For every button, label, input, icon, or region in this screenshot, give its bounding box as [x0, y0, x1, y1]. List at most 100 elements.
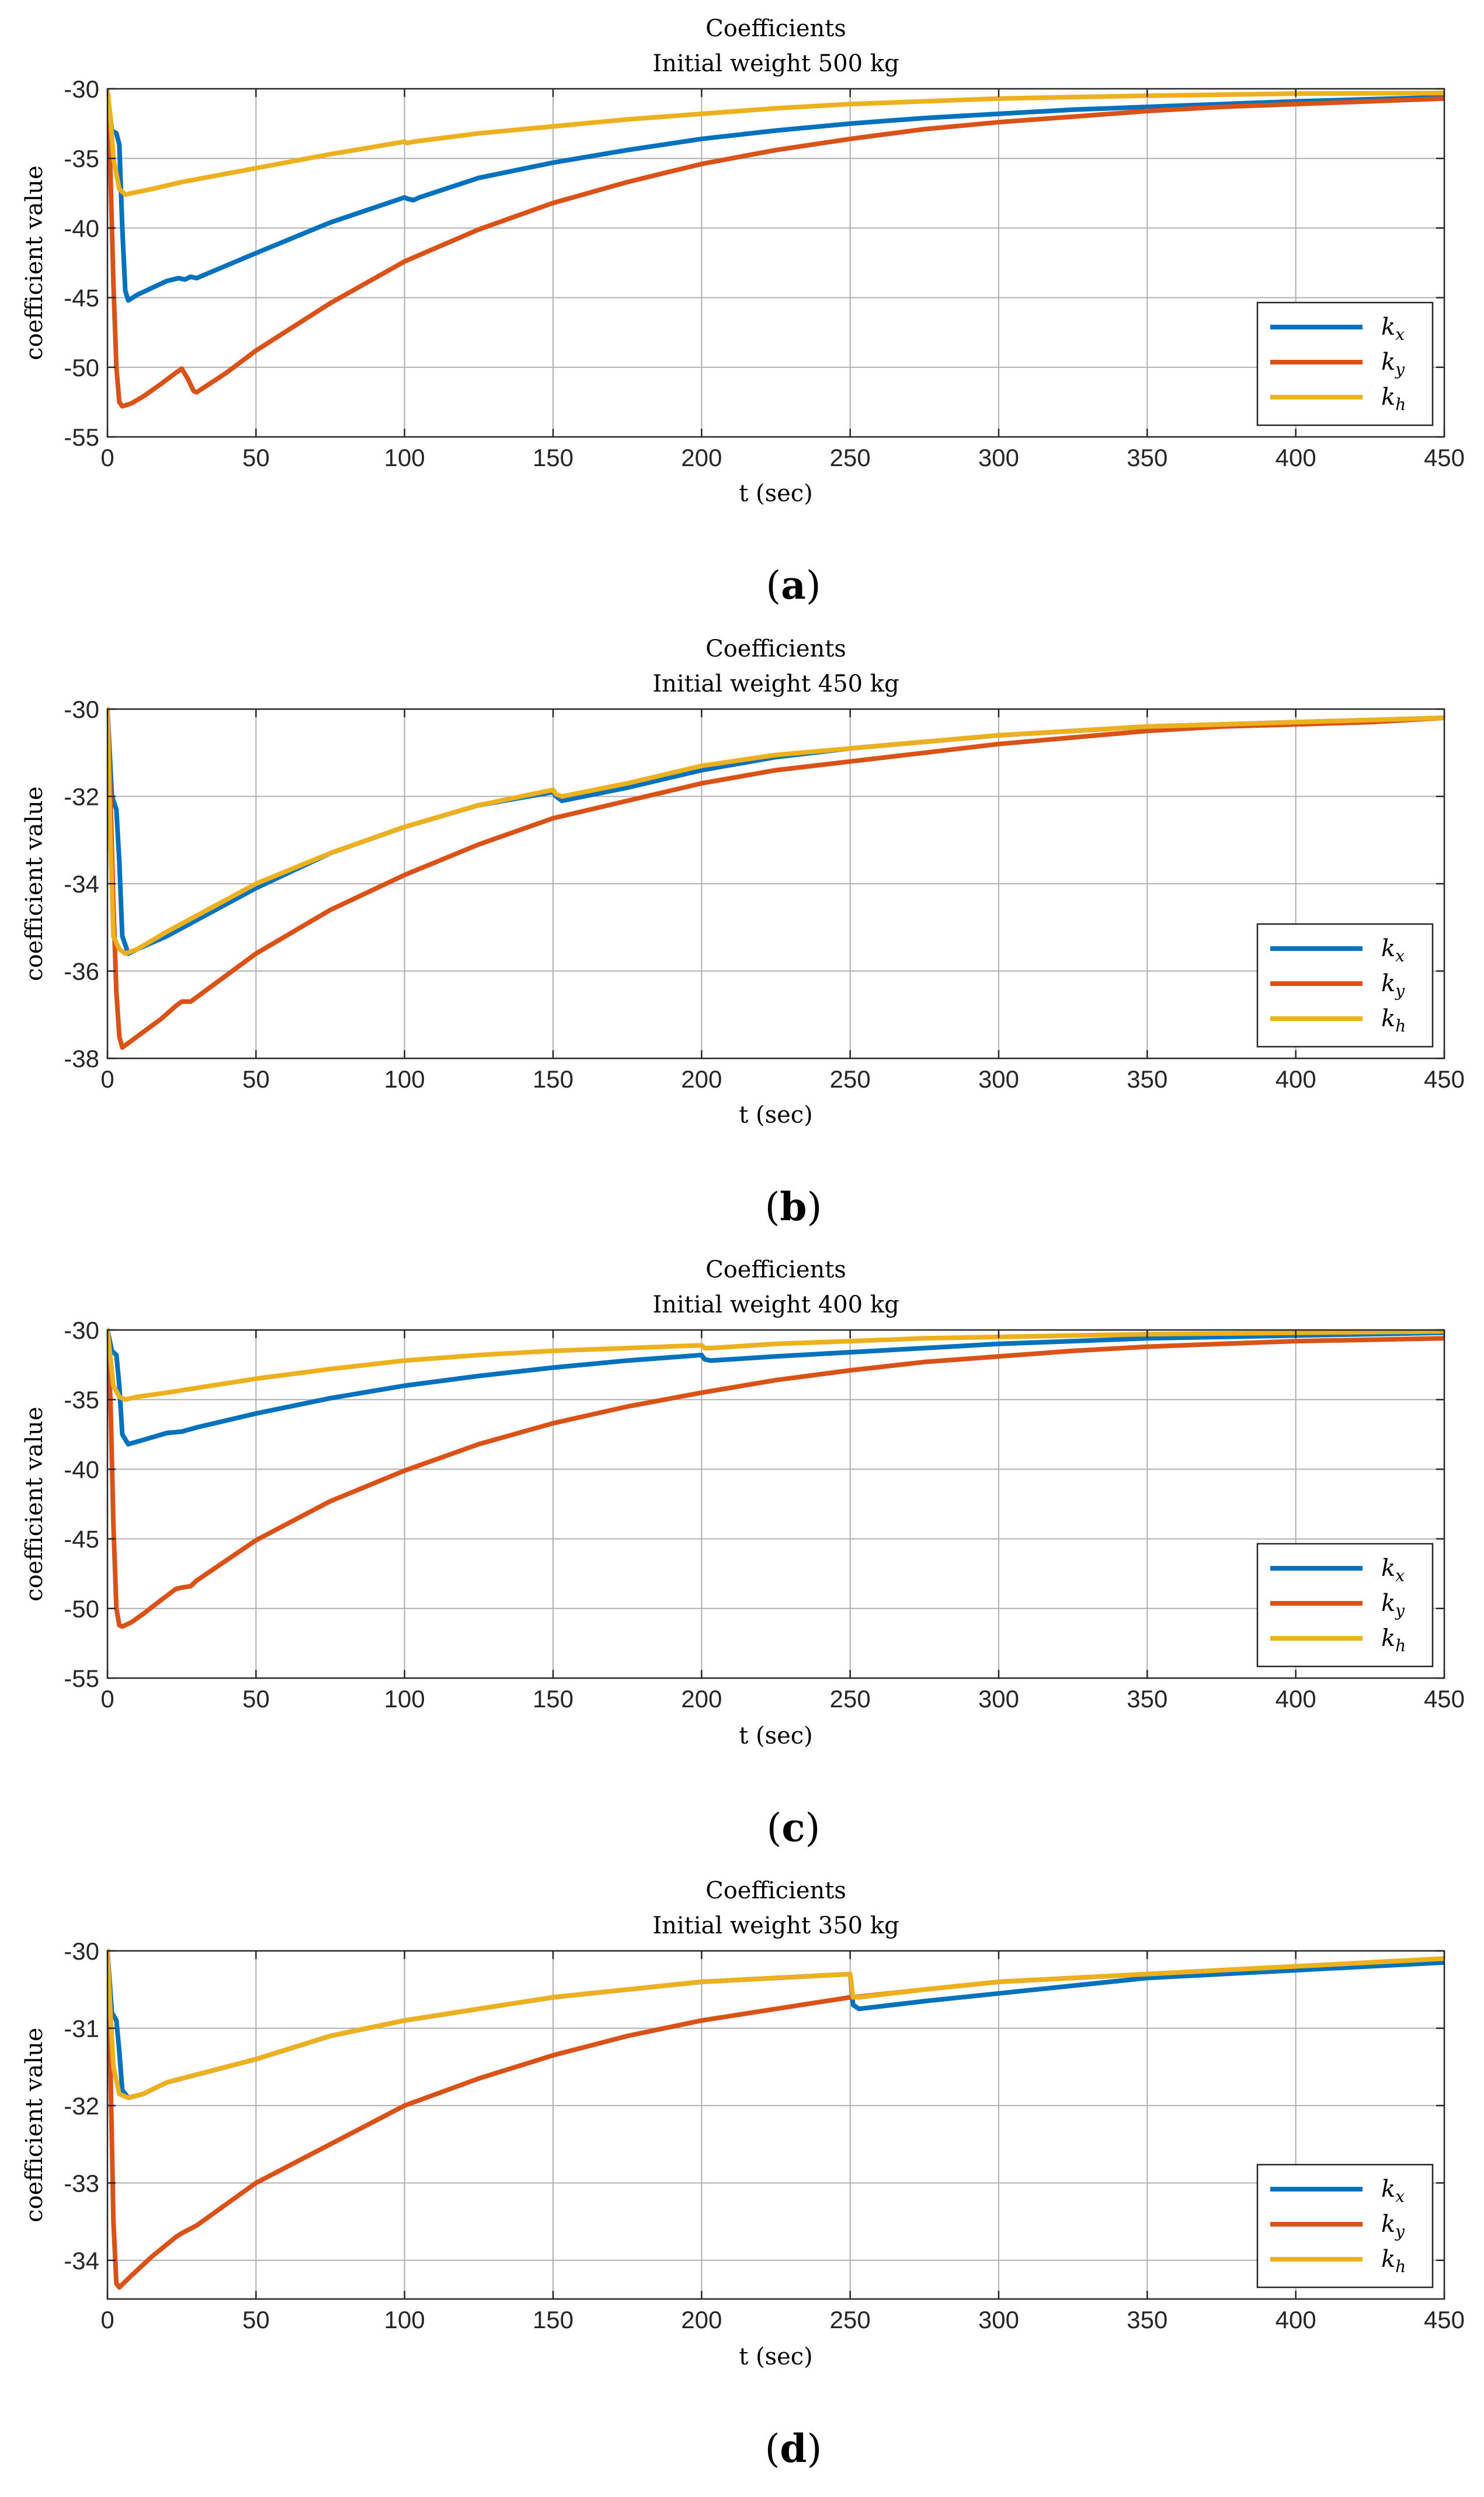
y-tick-label: -38 [64, 1045, 99, 1072]
x-tick-label: 350 [1127, 1065, 1167, 1093]
y-tick-label: -30 [64, 696, 99, 723]
x-tick-label: 300 [978, 1065, 1019, 1093]
x-tick-label: 100 [384, 2306, 425, 2333]
chart-title: Coefficients [705, 15, 846, 42]
panel-label: (a) [766, 562, 821, 608]
y-tick-label: -55 [64, 423, 99, 451]
chart-subtitle: Initial weight 450 kg [652, 671, 899, 697]
x-tick-label: 50 [242, 1065, 270, 1093]
plot-area [107, 89, 1444, 437]
x-tick-label: 100 [384, 1065, 425, 1093]
panel-label: (d) [765, 2426, 822, 2471]
series-line-kh [107, 89, 1444, 197]
x-tick-label: 300 [978, 1685, 1019, 1713]
x-tick-label: 450 [1424, 444, 1465, 471]
chart-subtitle: Initial weight 350 kg [652, 1912, 899, 1939]
y-tick-label: -30 [64, 1937, 99, 1965]
x-tick-label: 150 [533, 1685, 574, 1713]
x-tick-label: 50 [242, 2306, 270, 2333]
chart-title: Coefficients [705, 1256, 846, 1283]
legend: kx ky kh [1256, 923, 1434, 1048]
chart-panel-c: Coefficients Initial weight 400 kg 0 50 100 1… [21, 1256, 1465, 1850]
y-tick-label: -35 [64, 145, 99, 172]
chart-title: Coefficients [705, 635, 846, 662]
y-axis-label: coefficient value [21, 2027, 48, 2222]
y-tick-label: -50 [64, 354, 99, 381]
y-tick-label: -33 [64, 2169, 99, 2197]
x-tick-label: 300 [978, 2306, 1019, 2333]
y-tick-label: -45 [64, 284, 99, 312]
chart-panel-b: Coefficients Initial weight 450 kg 0 50 100 1… [21, 635, 1465, 1230]
legend-label-kh: kh [1381, 1625, 1406, 1655]
series-line-kx [107, 1328, 1444, 1447]
x-axis-label: t (sec) [739, 1722, 813, 1749]
series-line-ky [107, 89, 1444, 409]
y-tick-label: -45 [64, 1526, 99, 1553]
legend-label-ky: ky [1381, 1590, 1405, 1620]
chart-subtitle: Initial weight 400 kg [652, 1291, 899, 1318]
series-line-kh [107, 1949, 1444, 2100]
y-tick-label: -50 [64, 1595, 99, 1623]
legend-label-kx: kx [1381, 2176, 1405, 2206]
y-axis-label: coefficient value [21, 165, 48, 360]
y-tick-label: -32 [64, 2092, 99, 2120]
y-tick-label: -32 [64, 783, 99, 811]
series-line-ky [107, 707, 1444, 1050]
series-group [107, 1949, 1444, 2290]
chart-subtitle: Initial weight 500 kg [652, 50, 899, 77]
x-tick-label: 300 [978, 444, 1019, 471]
legend-label-kh: kh [1381, 384, 1406, 414]
y-axis-label: coefficient value [21, 786, 48, 981]
legend: kx ky kh [1256, 1543, 1434, 1668]
axes-box [106, 88, 1445, 438]
y-axis-label: coefficient value [21, 1406, 48, 1601]
x-tick-label: 50 [242, 1685, 270, 1713]
x-axis-label: t (sec) [739, 480, 813, 507]
x-tick-label: 400 [1276, 2306, 1316, 2333]
x-tick-label: 350 [1127, 444, 1167, 471]
chart-panel-a: Coefficients Initial weight 500 kg 0 50 100 1… [21, 15, 1465, 608]
series-group [107, 89, 1444, 409]
x-tick-label: 400 [1276, 1685, 1316, 1713]
x-tick-label: 150 [533, 444, 574, 471]
legend-label-kx: kx [1381, 1555, 1405, 1585]
series-line-kh [107, 707, 1444, 956]
x-tick-label: 250 [830, 2306, 871, 2333]
x-tick-label: 0 [100, 1685, 114, 1713]
x-tick-label: 400 [1276, 444, 1316, 471]
legend: kx ky kh [1256, 2163, 1434, 2288]
y-tick-label: -30 [64, 75, 99, 103]
series-group [107, 1328, 1444, 1629]
x-tick-label: 150 [533, 1065, 574, 1093]
x-tick-label: 350 [1127, 1685, 1167, 1713]
x-tick-label: 200 [681, 2306, 722, 2333]
legend-label-ky: ky [1381, 970, 1405, 1001]
y-tick-label: -34 [64, 2247, 99, 2274]
x-tick-label: 250 [830, 444, 871, 471]
x-tick-label: 350 [1127, 2306, 1167, 2333]
y-tick-label: -40 [64, 214, 99, 242]
axes-box [106, 1329, 1445, 1679]
axes-box [106, 1950, 1445, 2300]
x-tick-label: 400 [1276, 1065, 1316, 1093]
legend-label-kh: kh [1381, 2246, 1406, 2276]
series-line-ky [107, 1328, 1444, 1629]
series-group [107, 707, 1444, 1050]
y-tick-label: -40 [64, 1456, 99, 1483]
x-tick-label: 450 [1424, 1685, 1465, 1713]
x-axis-label: t (sec) [739, 2343, 813, 2370]
y-tick-label: -36 [64, 958, 99, 985]
x-tick-label: 150 [533, 2306, 574, 2333]
chart-title: Coefficients [705, 1877, 846, 1904]
x-tick-label: 200 [681, 1685, 722, 1713]
y-tick-label: -55 [64, 1665, 99, 1692]
y-tick-label: -35 [64, 1386, 99, 1414]
panel-label: (b) [765, 1184, 822, 1230]
legend-label-kx: kx [1381, 935, 1405, 966]
y-tick-label: -31 [64, 2015, 99, 2042]
x-tick-label: 100 [384, 444, 425, 471]
series-line-kh [107, 1328, 1444, 1402]
x-tick-label: 0 [100, 2306, 114, 2333]
x-tick-label: 250 [830, 1065, 871, 1093]
